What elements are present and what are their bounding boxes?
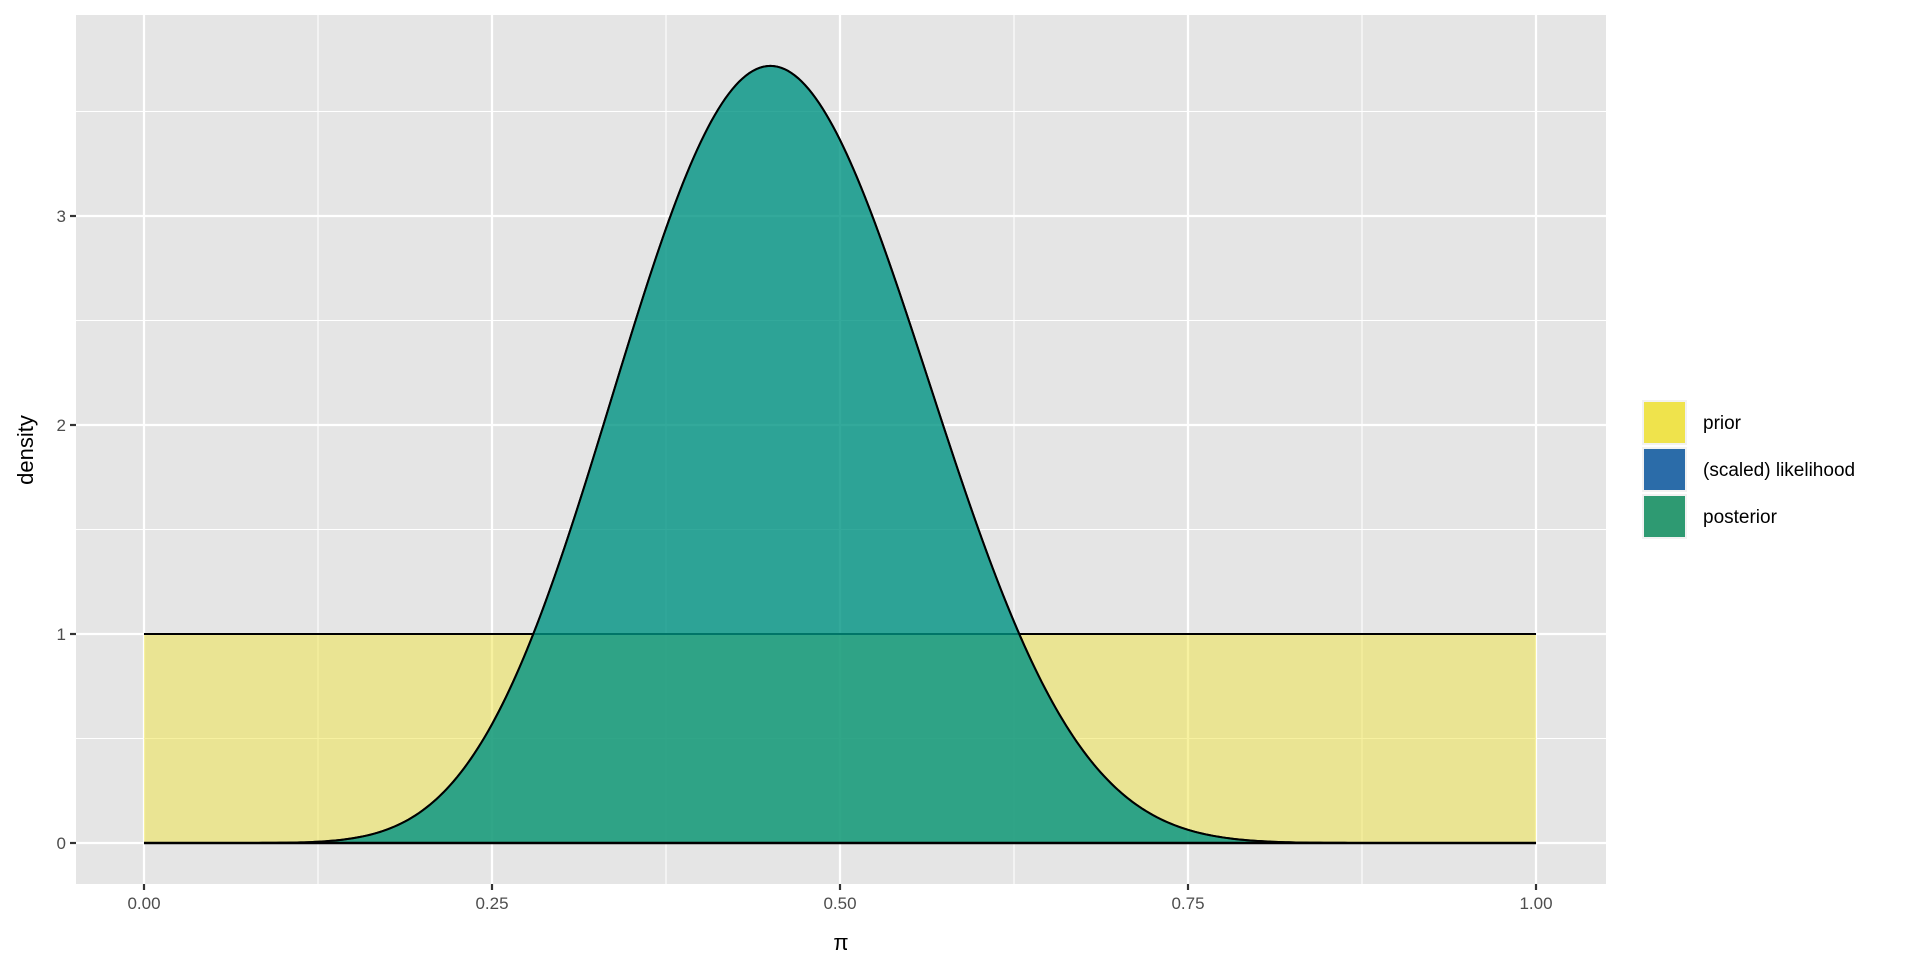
y-tick-label: 1 (57, 625, 66, 644)
y-axis-label: density (13, 415, 38, 485)
axes: 0.00 0.25 0.50 0.75 1.00 0 1 2 3 (57, 207, 1553, 913)
legend-label-prior: prior (1703, 413, 1742, 434)
legend-key-likelihood (1642, 447, 1687, 492)
density-areas (144, 64, 1536, 845)
y-tick-label: 3 (57, 207, 66, 226)
y-tick-label: 0 (57, 834, 66, 853)
legend-key-prior (1642, 400, 1687, 445)
legend-key-posterior (1642, 494, 1687, 539)
legend-label-posterior: posterior (1703, 507, 1778, 528)
x-tick-label: 0.00 (127, 894, 160, 913)
x-tick-label: 0.50 (823, 894, 856, 913)
x-tick-label: 1.00 (1519, 894, 1552, 913)
y-tick-label: 2 (57, 416, 66, 435)
x-tick-label: 0.75 (1171, 894, 1204, 913)
x-axis-label: π (833, 930, 848, 955)
legend-label-likelihood: (scaled) likelihood (1703, 460, 1855, 481)
x-tick-label: 0.25 (475, 894, 508, 913)
area-posterior (144, 65, 1536, 843)
legend: prior (scaled) likelihood posterior (1642, 400, 1855, 539)
